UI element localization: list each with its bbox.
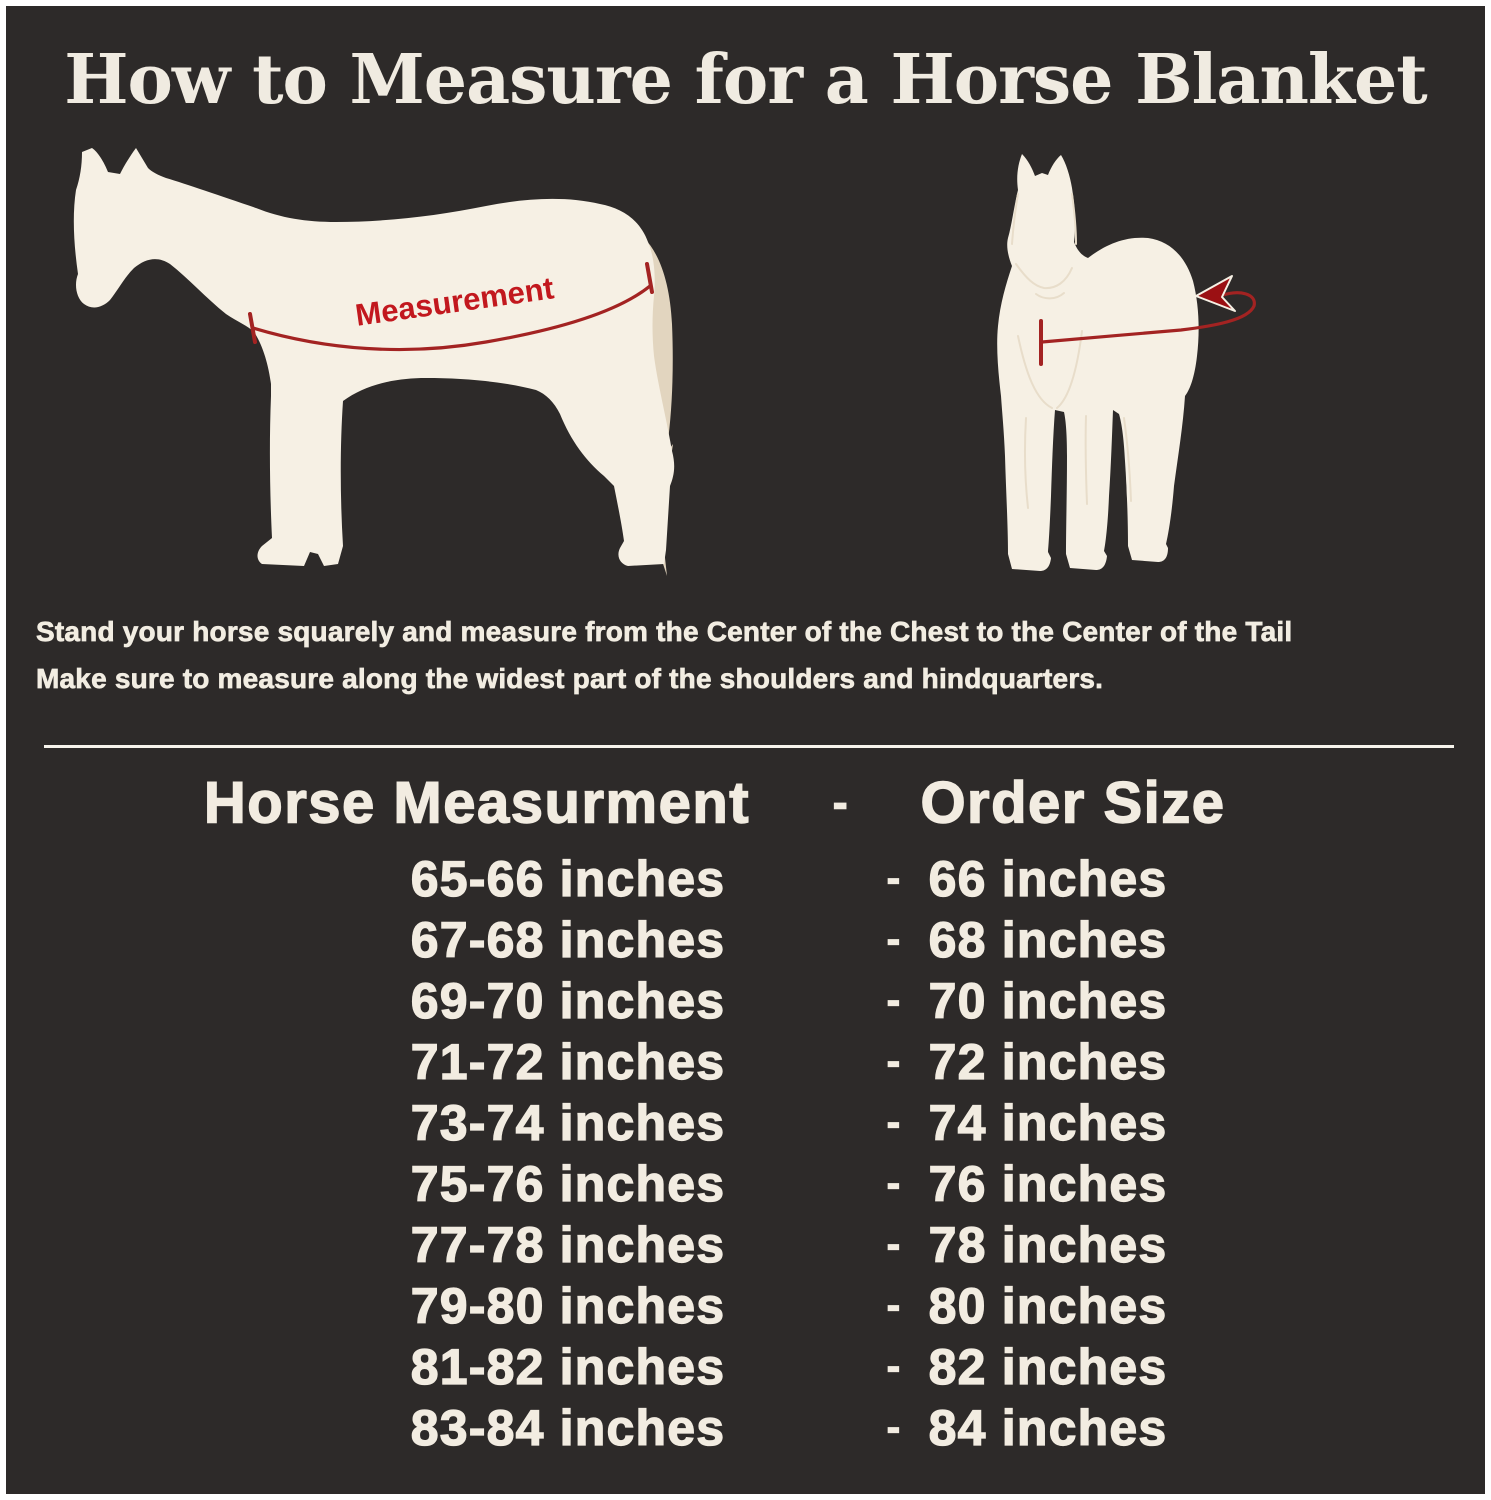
table-row: 77-78 inches -78 inches <box>6 1214 1485 1275</box>
separator-cell: - <box>886 1343 902 1388</box>
table-row: 73-74 inches -74 inches <box>6 1092 1485 1153</box>
header-separator: - <box>832 777 850 827</box>
order-size-cell: 80 inches <box>928 1277 1168 1334</box>
measurement-cell: 69-70 inches <box>410 972 726 1029</box>
order-size-cell: 70 inches <box>928 972 1168 1029</box>
measurement-cell: 65-66 inches <box>410 850 726 907</box>
page-title: How to Measure for a Horse Blanket <box>64 40 1427 120</box>
separator-cell: - <box>886 916 902 961</box>
size-table-rows: 65-66 inches -66 inches 67-68 inches -68 in… <box>6 848 1485 1458</box>
separator-cell: - <box>886 977 902 1022</box>
separator-cell: - <box>886 1160 902 1205</box>
separator-cell: - <box>886 1038 902 1083</box>
measurement-cell: 77-78 inches <box>410 1216 726 1273</box>
measurement-cell: 79-80 inches <box>410 1277 726 1334</box>
header-measurement: Horse Measurment <box>203 770 751 836</box>
separator-cell: - <box>886 1099 902 1144</box>
separator-cell: - <box>886 855 902 900</box>
order-size-cell: 72 inches <box>928 1033 1168 1090</box>
measurement-cell: 71-72 inches <box>410 1033 726 1090</box>
horse-body <box>73 148 675 566</box>
table-row: 71-72 inches -72 inches <box>6 1031 1485 1092</box>
order-size-cell: 76 inches <box>928 1155 1168 1212</box>
order-size-cell: 84 inches <box>928 1399 1168 1456</box>
infographic-panel: How to Measure for a Horse Blanket Measu… <box>6 6 1485 1494</box>
measurement-line <box>248 262 654 352</box>
order-size-cell: 74 inches <box>928 1094 1168 1151</box>
header-order-size: Order Size <box>920 770 1226 836</box>
horse-detail-lines <box>1011 193 1132 509</box>
instruction-line-2: Make sure to measure along the widest pa… <box>36 663 1104 695</box>
separator-cell: - <box>886 1282 902 1327</box>
measurement-cell: 67-68 inches <box>410 911 726 968</box>
separator-cell: - <box>886 1221 902 1266</box>
table-row: 79-80 inches -80 inches <box>6 1275 1485 1336</box>
measurement-cell: 81-82 inches <box>410 1338 726 1395</box>
instructions: Stand your horse squarely and measure fr… <box>36 608 1293 702</box>
order-size-cell: 78 inches <box>928 1216 1168 1273</box>
side-view-horse-illustration: Measurement <box>73 148 675 576</box>
order-size-cell: 82 inches <box>928 1338 1168 1395</box>
arrowhead-icon <box>1195 275 1236 312</box>
measurement-cell: 73-74 inches <box>410 1094 726 1151</box>
order-size-cell: 66 inches <box>928 850 1168 907</box>
size-table: Horse Measurment - Order Size 65-66 inch… <box>6 758 1485 1458</box>
table-row: 67-68 inches -68 inches <box>6 909 1485 970</box>
measurement-cell: 75-76 inches <box>410 1155 726 1212</box>
instruction-line-1: Stand your horse squarely and measure fr… <box>36 616 1293 648</box>
order-size-cell: 68 inches <box>928 911 1168 968</box>
table-row: 83-84 inches -84 inches <box>6 1397 1485 1458</box>
table-row: 69-70 inches -70 inches <box>6 970 1485 1031</box>
table-row: 75-76 inches -76 inches <box>6 1153 1485 1214</box>
size-table-header: Horse Measurment - Order Size <box>6 758 1485 848</box>
table-row: 65-66 inches -66 inches <box>6 848 1485 909</box>
front-view-horse-illustration <box>997 154 1256 571</box>
divider-line <box>44 745 1454 748</box>
table-row: 81-82 inches -82 inches <box>6 1336 1485 1397</box>
separator-cell: - <box>886 1404 902 1449</box>
measuring-arrow <box>1039 275 1256 366</box>
measurement-cell: 83-84 inches <box>410 1399 726 1456</box>
horse-body <box>997 154 1199 571</box>
